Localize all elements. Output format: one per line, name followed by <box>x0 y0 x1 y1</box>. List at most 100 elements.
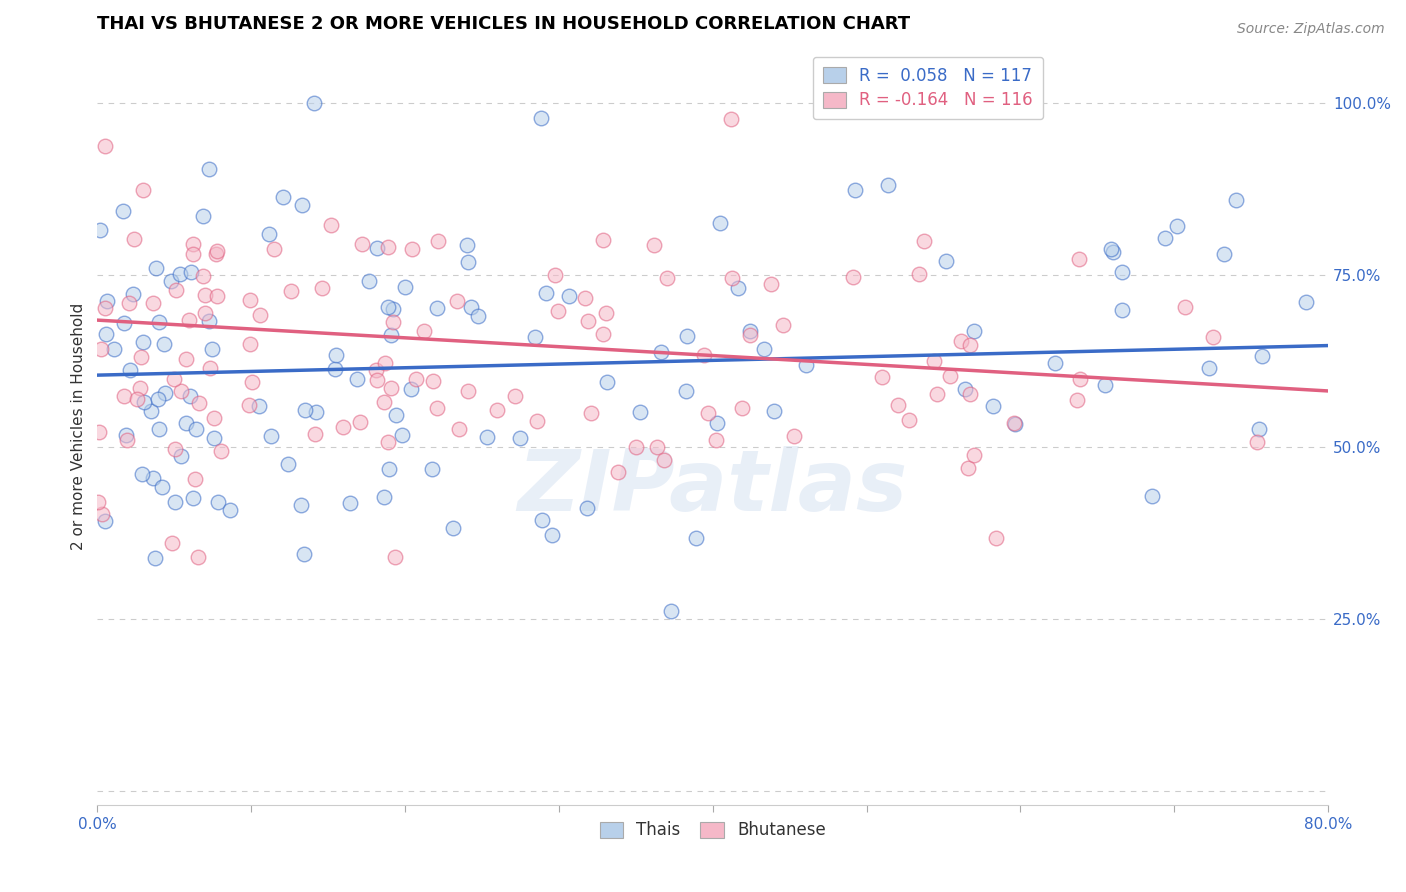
Point <box>727 281 749 295</box>
Point <box>174 351 197 366</box>
Point <box>422 374 444 388</box>
Point <box>762 404 785 418</box>
Point <box>181 246 204 260</box>
Point <box>114 427 136 442</box>
Point <box>187 550 209 565</box>
Point <box>146 392 169 406</box>
Point <box>194 306 217 320</box>
Point <box>1002 416 1025 430</box>
Point <box>897 413 920 427</box>
Point <box>259 227 281 241</box>
Point <box>181 237 204 252</box>
Point <box>249 308 271 322</box>
Point <box>1069 372 1091 386</box>
Point <box>148 315 170 329</box>
Point <box>118 296 141 310</box>
Point <box>650 345 672 359</box>
Point <box>89 223 111 237</box>
Point <box>509 431 531 445</box>
Point <box>132 183 155 197</box>
Point <box>543 268 565 283</box>
Point <box>131 467 153 481</box>
Point <box>304 427 326 442</box>
Point <box>595 306 617 320</box>
Point <box>346 372 368 386</box>
Point <box>704 433 727 447</box>
Point <box>239 337 262 351</box>
Point <box>170 449 193 463</box>
Point <box>205 289 228 303</box>
Point <box>731 401 754 416</box>
Point <box>1246 435 1268 450</box>
Point <box>1140 489 1163 503</box>
Point <box>1069 252 1091 266</box>
Point <box>596 375 619 389</box>
Point <box>1225 193 1247 207</box>
Y-axis label: 2 or more Vehicles in Household: 2 or more Vehicles in Household <box>72 303 86 550</box>
Point <box>366 363 388 377</box>
Point <box>938 369 960 384</box>
Point <box>111 204 134 219</box>
Point <box>697 406 720 420</box>
Point <box>87 494 110 508</box>
Point <box>1249 422 1271 436</box>
Point <box>460 300 482 314</box>
Point <box>740 324 762 338</box>
Point <box>922 354 945 368</box>
Point <box>523 330 546 344</box>
Point <box>399 382 422 396</box>
Point <box>541 528 564 542</box>
Point <box>759 277 782 291</box>
Point <box>652 453 675 467</box>
Point <box>456 237 478 252</box>
Point <box>112 389 135 403</box>
Point <box>693 348 716 362</box>
Point <box>290 498 312 512</box>
Point <box>90 343 112 357</box>
Point <box>426 301 449 315</box>
Point <box>263 242 285 256</box>
Point <box>176 416 198 430</box>
Point <box>121 286 143 301</box>
Point <box>292 547 315 561</box>
Point <box>96 327 118 342</box>
Point <box>446 293 468 308</box>
Point <box>449 422 471 436</box>
Point <box>96 293 118 308</box>
Point <box>842 270 865 285</box>
Point <box>311 281 333 295</box>
Point <box>143 551 166 566</box>
Point <box>1111 265 1133 279</box>
Point <box>304 405 326 419</box>
Point <box>332 420 354 434</box>
Point <box>366 241 388 255</box>
Point <box>391 428 413 442</box>
Point <box>187 395 209 409</box>
Point <box>153 385 176 400</box>
Point <box>963 324 986 338</box>
Point <box>359 274 381 288</box>
Point <box>963 448 986 462</box>
Point <box>783 429 806 443</box>
Point <box>179 313 201 327</box>
Point <box>150 480 173 494</box>
Point <box>260 429 283 443</box>
Point <box>844 183 866 197</box>
Point <box>576 501 599 516</box>
Point <box>676 328 699 343</box>
Point <box>1295 294 1317 309</box>
Text: ZIPatlas: ZIPatlas <box>517 446 908 529</box>
Point <box>887 398 910 412</box>
Point <box>198 314 221 328</box>
Point <box>198 161 221 176</box>
Point <box>373 395 395 409</box>
Point <box>125 392 148 407</box>
Point <box>200 360 222 375</box>
Point <box>574 291 596 305</box>
Point <box>191 209 214 223</box>
Point <box>131 350 153 364</box>
Point <box>377 462 399 476</box>
Point <box>132 335 155 350</box>
Point <box>87 425 110 439</box>
Point <box>179 388 201 402</box>
